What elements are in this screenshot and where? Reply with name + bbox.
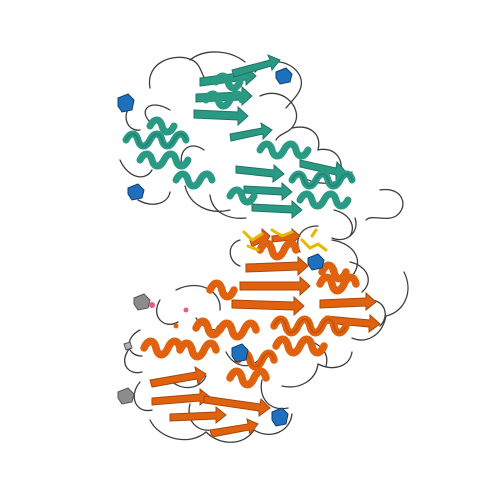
glycan-grey-cubes — [117, 293, 151, 405]
chain-b-orange-domain — [140, 227, 381, 438]
chain-a-teal-domain — [122, 54, 356, 220]
glycan-blue-cubes — [117, 67, 325, 427]
ligand-sticks — [242, 228, 328, 252]
small-atom-beads — [149, 302, 189, 329]
